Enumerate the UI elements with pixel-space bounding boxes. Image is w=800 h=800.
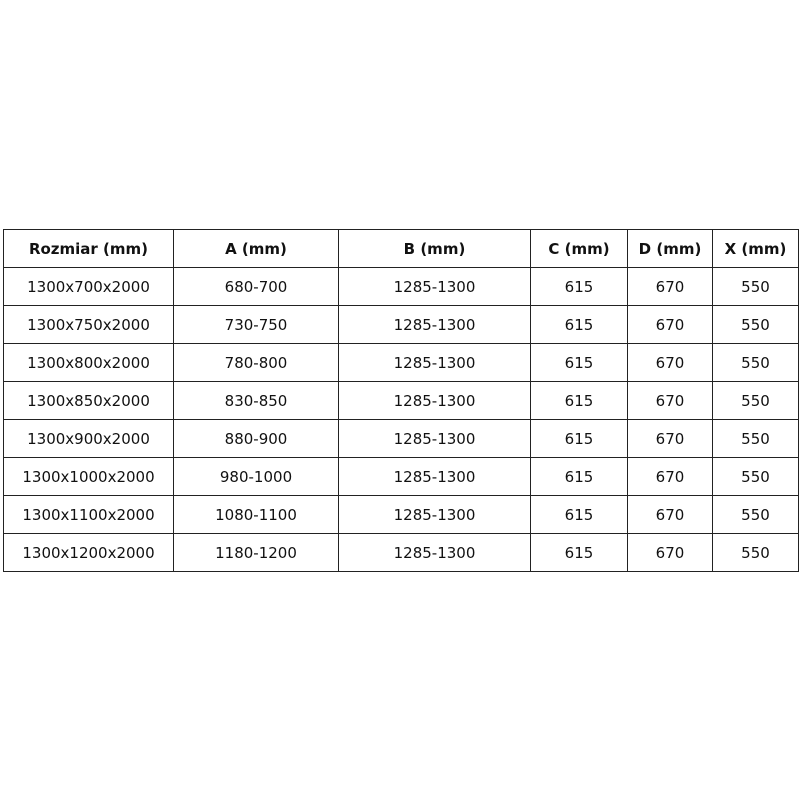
- table-cell: 1285-1300: [338, 381, 531, 420]
- table-cell: 615: [530, 495, 628, 534]
- table-cell: 1285-1300: [338, 495, 531, 534]
- table-cell: 615: [530, 419, 628, 458]
- column-header: C (mm): [530, 229, 628, 268]
- table-cell: 1285-1300: [338, 533, 531, 572]
- table-cell: 780-800: [173, 343, 339, 382]
- table-cell: 680-700: [173, 267, 339, 306]
- table-cell: 1300x850x2000: [3, 381, 174, 420]
- table-cell: 1180-1200: [173, 533, 339, 572]
- table-cell: 1285-1300: [338, 457, 531, 496]
- table-cell: 550: [712, 533, 799, 572]
- table-cell: 1285-1300: [338, 343, 531, 382]
- table-row: 1300x850x2000 830-850 1285-1300 615 670 550: [3, 381, 799, 420]
- column-header: D (mm): [627, 229, 713, 268]
- table-row: 1300x1100x2000 1080-1100 1285-1300 615 670 55…: [3, 495, 799, 534]
- table-cell: 1285-1300: [338, 267, 531, 306]
- table-cell: 550: [712, 419, 799, 458]
- table-cell: 1300x1200x2000: [3, 533, 174, 572]
- table-cell: 980-1000: [173, 457, 339, 496]
- table-cell: 670: [627, 267, 713, 306]
- table-cell: 1300x700x2000: [3, 267, 174, 306]
- table-cell: 670: [627, 419, 713, 458]
- table-cell: 670: [627, 381, 713, 420]
- table-cell: 1300x1100x2000: [3, 495, 174, 534]
- header-row: Rozmiar (mm) A (mm) B (mm) C (mm) D (mm) X (m…: [3, 229, 799, 268]
- table-cell: 880-900: [173, 419, 339, 458]
- table-cell: 1300x750x2000: [3, 305, 174, 344]
- table-cell: 1080-1100: [173, 495, 339, 534]
- table-cell: 670: [627, 457, 713, 496]
- table-cell: 615: [530, 533, 628, 572]
- table-cell: 615: [530, 381, 628, 420]
- table-cell: 670: [627, 495, 713, 534]
- table-cell: 615: [530, 343, 628, 382]
- table-cell: 550: [712, 495, 799, 534]
- table-cell: 1300x900x2000: [3, 419, 174, 458]
- column-header: B (mm): [338, 229, 531, 268]
- table-cell: 550: [712, 343, 799, 382]
- table-cell: 670: [627, 305, 713, 344]
- table-cell: 730-750: [173, 305, 339, 344]
- table-cell: 1285-1300: [338, 305, 531, 344]
- dimensions-table: Rozmiar (mm) A (mm) B (mm) C (mm) D (mm) X (m…: [3, 229, 799, 572]
- column-header: X (mm): [712, 229, 799, 268]
- table-cell: 615: [530, 267, 628, 306]
- table-row: 1300x1000x2000 980-1000 1285-1300 615 670 550: [3, 457, 799, 496]
- column-header: Rozmiar (mm): [3, 229, 174, 268]
- table-cell: 830-850: [173, 381, 339, 420]
- column-header: A (mm): [173, 229, 339, 268]
- table-cell: 615: [530, 457, 628, 496]
- table-cell: 550: [712, 267, 799, 306]
- table-row: 1300x1200x2000 1180-1200 1285-1300 615 670 55…: [3, 533, 799, 572]
- table-cell: 615: [530, 305, 628, 344]
- table-row: 1300x700x2000 680-700 1285-1300 615 670 550: [3, 267, 799, 306]
- table-row: 1300x900x2000 880-900 1285-1300 615 670 550: [3, 419, 799, 458]
- table-cell: 550: [712, 381, 799, 420]
- table-cell: 670: [627, 533, 713, 572]
- table-cell: 550: [712, 305, 799, 344]
- table-cell: 1300x1000x2000: [3, 457, 174, 496]
- table-cell: 1285-1300: [338, 419, 531, 458]
- table-row: 1300x800x2000 780-800 1285-1300 615 670 550: [3, 343, 799, 382]
- table-cell: 1300x800x2000: [3, 343, 174, 382]
- table-cell: 550: [712, 457, 799, 496]
- table-cell: 670: [627, 343, 713, 382]
- table-row: 1300x750x2000 730-750 1285-1300 615 670 550: [3, 305, 799, 344]
